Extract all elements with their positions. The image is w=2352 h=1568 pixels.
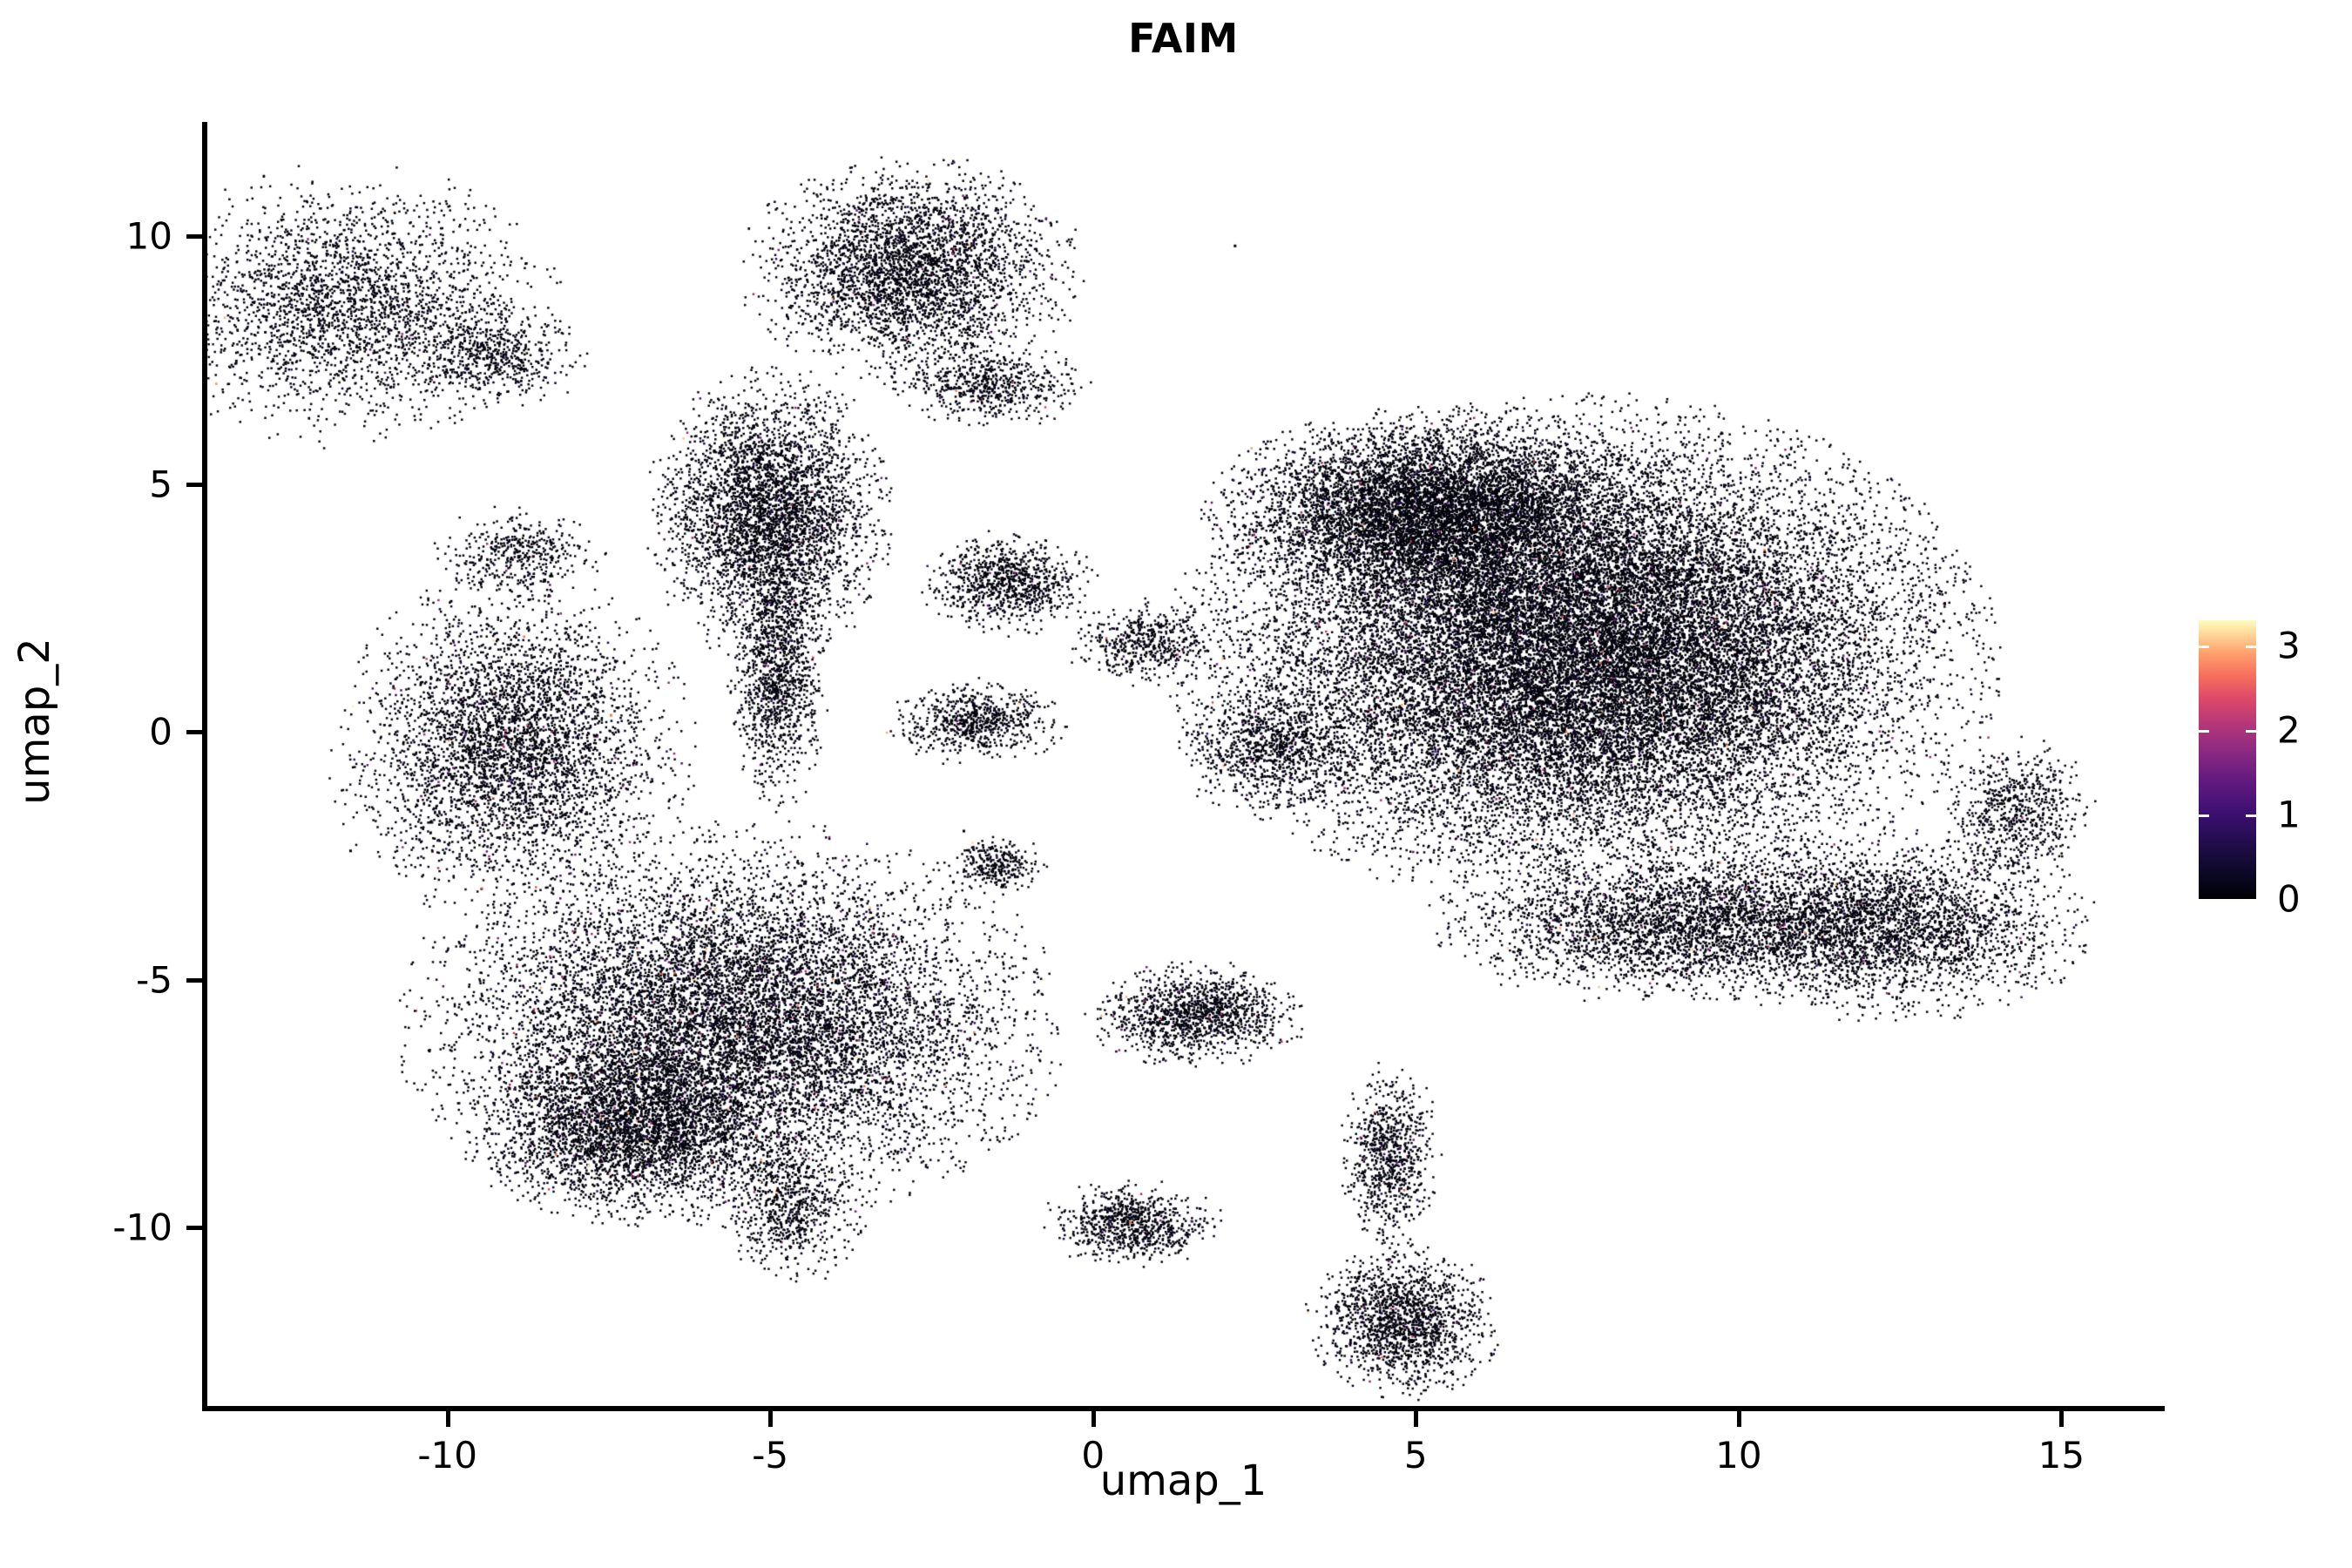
y-tick-label: -5 bbox=[136, 958, 172, 1002]
axis-spine-left bbox=[202, 122, 207, 1411]
x-tick-mark bbox=[1414, 1411, 1419, 1427]
x-tick-label: -10 bbox=[417, 1434, 477, 1477]
y-tick-mark bbox=[186, 977, 204, 983]
colorbar-tick-mark bbox=[2199, 730, 2209, 733]
colorbar-tick-mark bbox=[2199, 899, 2209, 902]
axis-spine-bottom bbox=[202, 1406, 2165, 1411]
x-tick-label: -5 bbox=[752, 1434, 789, 1477]
x-tick-mark bbox=[1736, 1411, 1741, 1427]
colorbar-tick-mark bbox=[2246, 899, 2256, 902]
colorbar-tick-label: 1 bbox=[2277, 793, 2301, 836]
x-tick-label: 15 bbox=[2038, 1434, 2085, 1477]
page-title: FAIM bbox=[1128, 15, 1239, 62]
y-tick-mark bbox=[186, 730, 204, 735]
y-tick-label: 0 bbox=[149, 710, 172, 754]
x-tick-mark bbox=[768, 1411, 774, 1427]
y-axis-label: umap_2 bbox=[10, 638, 59, 805]
x-tick-label: 5 bbox=[1403, 1434, 1428, 1477]
y-tick-label: 5 bbox=[149, 463, 172, 506]
colorbar-gradient bbox=[2199, 620, 2256, 902]
colorbar-tick-mark bbox=[2246, 814, 2256, 818]
y-tick-mark bbox=[186, 482, 204, 487]
x-tick-label: 0 bbox=[1081, 1434, 1105, 1477]
y-tick-label: 10 bbox=[125, 214, 172, 258]
colorbar-tick-mark bbox=[2199, 814, 2209, 818]
x-tick-label: 10 bbox=[1715, 1434, 1762, 1477]
y-tick-mark bbox=[186, 1226, 204, 1231]
y-tick-label: -10 bbox=[112, 1206, 172, 1249]
colorbar-tick-mark bbox=[2246, 645, 2256, 649]
x-tick-mark bbox=[445, 1411, 450, 1427]
plot-axes: -10 -5 0 5 10 15 -10 -5 0 5 10 bbox=[112, 122, 2165, 1477]
x-axis-label: umap_1 bbox=[1099, 1456, 1267, 1505]
colorbar-tick-label: 3 bbox=[2277, 624, 2301, 667]
colorbar-tick-mark bbox=[2246, 730, 2256, 733]
x-tick-mark bbox=[1091, 1411, 1096, 1427]
y-tick-mark bbox=[186, 233, 204, 239]
colorbar-tick-label: 2 bbox=[2277, 708, 2301, 752]
colorbar-tick-mark bbox=[2199, 645, 2209, 649]
colorbar-tick-label: 0 bbox=[2277, 877, 2301, 921]
x-tick-mark bbox=[2059, 1411, 2065, 1427]
scatter-plot-points bbox=[202, 122, 2165, 1411]
